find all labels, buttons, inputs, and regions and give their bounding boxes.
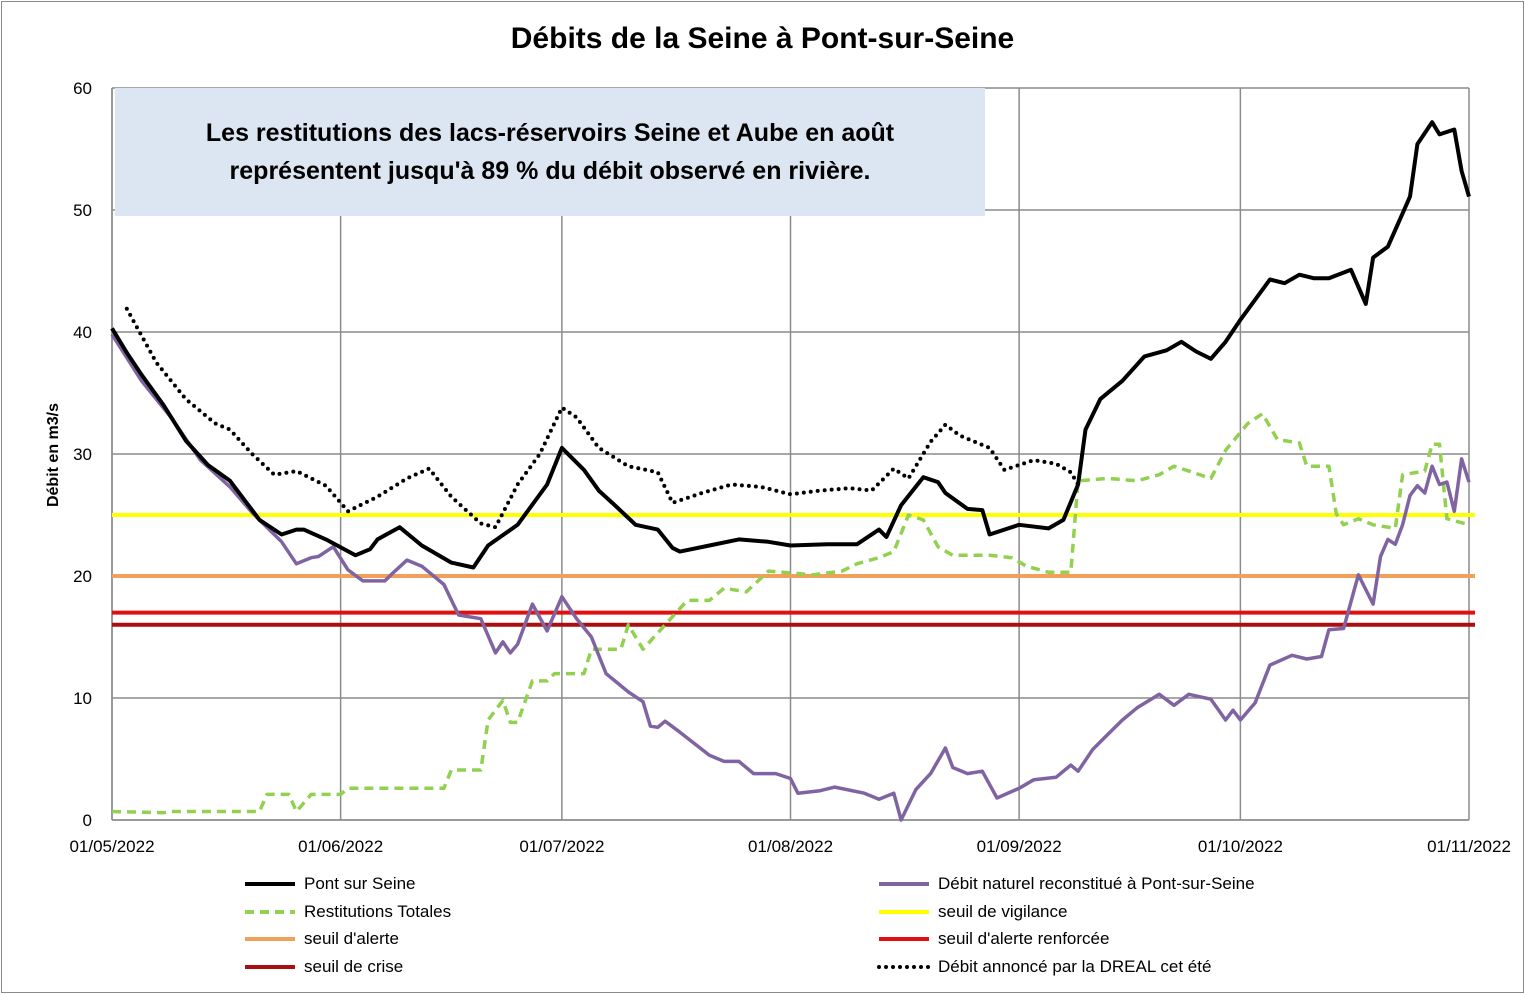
- y-tick-label: 40: [73, 323, 92, 342]
- legend-swatch: [245, 937, 295, 941]
- legend-swatch: [877, 965, 931, 969]
- y-axis-label: Débit en m3/s: [45, 402, 62, 508]
- legend-label: Débit annoncé par la DREAL cet été: [938, 957, 1212, 976]
- y-tick-label: 60: [73, 79, 92, 98]
- chart-title: Débits de la Seine à Pont-sur-Seine: [510, 22, 1015, 55]
- annotation-line-2: représentent jusqu'à 89 % du débit obser…: [229, 157, 871, 185]
- series-line-restitutions-totales: [111, 411, 1470, 815]
- legend-swatch: [879, 910, 929, 914]
- legend-swatch: [245, 882, 295, 886]
- legend-label: Restitutions Totales: [304, 902, 452, 921]
- series-line-pont-sur-seine: [110, 120, 1471, 570]
- legend-label: seuil de crise: [304, 957, 404, 976]
- x-tick-label: 01/08/2022: [748, 837, 833, 856]
- legend-label: seuil d'alerte: [304, 929, 399, 948]
- legend-swatch: [879, 937, 929, 941]
- legend-item-debit-annonce-par-la-dreal-cet-ete: Débit annoncé par la DREAL cet été: [877, 956, 1211, 978]
- series-debit-annonce-par-la-dreal-cet-ete: [124, 306, 1081, 530]
- legend-swatch: [245, 910, 295, 914]
- legend-swatch: [879, 882, 929, 886]
- legend-label: Pont sur Seine: [304, 874, 416, 893]
- series-pont-sur-seine: [110, 120, 1471, 570]
- series-line-debit-naturel-reconstitue-a-pont-sur-seine: [110, 333, 1471, 822]
- legend-label: seuil de vigilance: [938, 902, 1068, 921]
- legend-item-seuil-d-alerte: seuil d'alerte: [243, 928, 399, 950]
- series-line-debit-annonce-par-la-dreal-cet-ete: [124, 306, 1081, 530]
- series-debit-naturel-reconstitue-a-pont-sur-seine: [110, 333, 1471, 822]
- series-restitutions-totales: [111, 411, 1470, 815]
- x-tick-label: 01/11/2022: [1427, 837, 1511, 856]
- legend-item-restitutions-totales: Restitutions Totales: [243, 901, 451, 923]
- legend-item-pont-sur-seine: Pont sur Seine: [243, 873, 416, 895]
- legend-label: seuil d'alerte renforcée: [938, 929, 1110, 948]
- y-tick-label: 10: [73, 689, 92, 708]
- y-tick-label: 50: [73, 201, 92, 220]
- y-tick-label: 20: [73, 567, 92, 586]
- x-tick-label: 01/07/2022: [519, 837, 604, 856]
- legend-item-debit-naturel-reconstitue-a-pont-sur-seine: Débit naturel reconstitué à Pont-sur-Sei…: [877, 873, 1255, 895]
- y-tick-label: 0: [83, 811, 92, 830]
- legend-label: Débit naturel reconstitué à Pont-sur-Sei…: [938, 874, 1255, 893]
- x-tick-label: 01/10/2022: [1198, 837, 1283, 856]
- annotation-line-1: Les restitutions des lacs-réservoirs Sei…: [205, 119, 895, 147]
- legend-item-seuil-de-crise: seuil de crise: [243, 956, 403, 978]
- annotation-box: Les restitutions des lacs-réservoirs Sei…: [115, 88, 985, 216]
- legend-swatch: [245, 965, 295, 969]
- x-tick-label: 01/06/2022: [298, 837, 383, 856]
- x-tick-label: 01/05/2022: [69, 837, 154, 856]
- x-tick-label: 01/09/2022: [977, 837, 1062, 856]
- y-tick-label: 30: [73, 445, 92, 464]
- legend-item-seuil-de-vigilance: seuil de vigilance: [877, 901, 1067, 923]
- legend-item-seuil-d-alerte-renforcee: seuil d'alerte renforcée: [877, 928, 1109, 950]
